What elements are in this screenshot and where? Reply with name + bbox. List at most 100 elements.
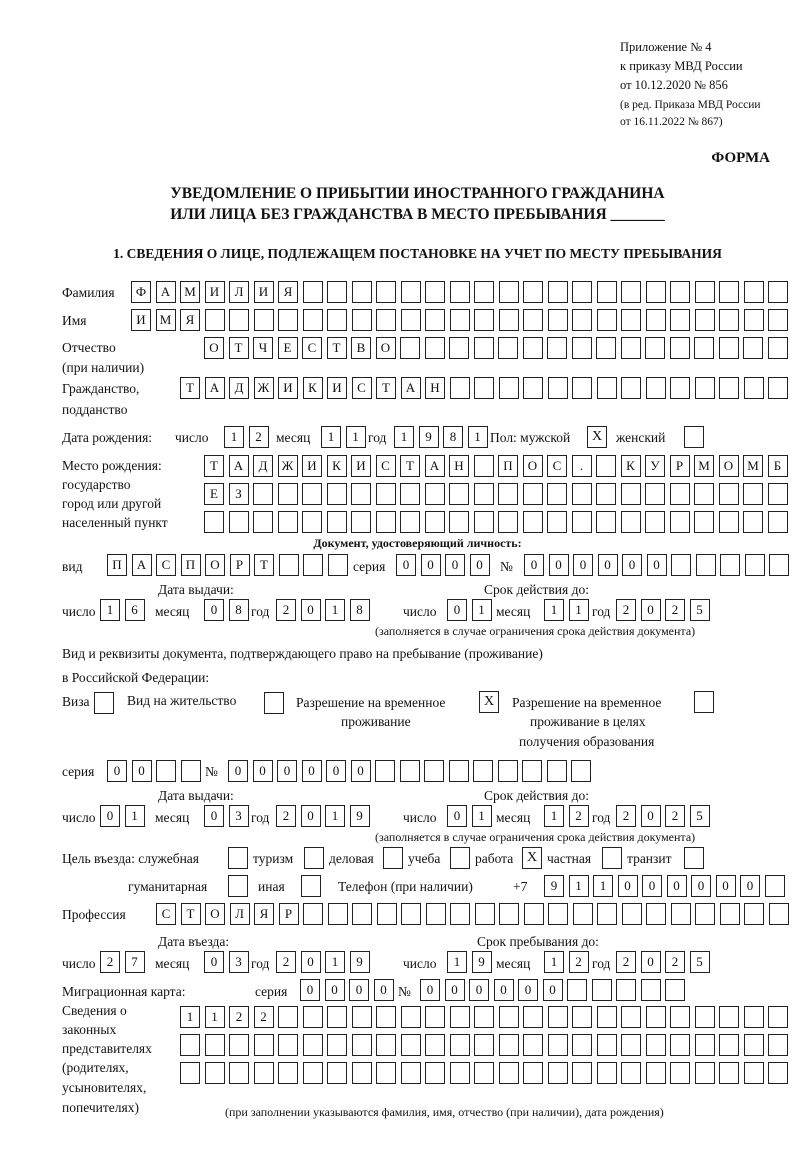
char-cell[interactable]: [351, 1062, 372, 1084]
char-cell[interactable]: 1: [471, 805, 492, 827]
purpose-humanitarian-checkbox[interactable]: [228, 875, 248, 897]
char-cell[interactable]: Н: [425, 377, 445, 399]
char-cell[interactable]: 0: [573, 554, 593, 576]
char-cell[interactable]: И: [131, 309, 151, 331]
char-cell[interactable]: [640, 979, 661, 1001]
char-cell[interactable]: [253, 511, 273, 533]
char-cell[interactable]: 9: [471, 951, 492, 973]
char-cell[interactable]: [327, 903, 348, 925]
char-cell[interactable]: [498, 1062, 519, 1084]
purpose-tourism-checkbox[interactable]: [304, 847, 324, 869]
char-cell[interactable]: [425, 1062, 445, 1084]
char-cell[interactable]: [645, 337, 665, 359]
char-cell[interactable]: 0: [350, 760, 371, 782]
char-cell[interactable]: 0: [740, 875, 760, 897]
char-cell[interactable]: [572, 1034, 592, 1056]
char-cell[interactable]: [665, 979, 685, 1001]
char-cell[interactable]: 1: [100, 599, 120, 621]
char-cell[interactable]: 2: [616, 599, 636, 621]
char-cell[interactable]: [229, 309, 249, 331]
char-cell[interactable]: [694, 483, 714, 505]
char-cell[interactable]: И: [204, 281, 225, 303]
char-cell[interactable]: [547, 1006, 568, 1028]
char-cell[interactable]: 0: [300, 805, 321, 827]
char-cell[interactable]: 1: [321, 426, 341, 448]
char-cell[interactable]: [719, 377, 739, 399]
purpose-service-checkbox[interactable]: [228, 847, 248, 869]
purpose-transit-checkbox[interactable]: [684, 847, 704, 869]
char-cell[interactable]: А: [424, 455, 445, 477]
char-cell[interactable]: А: [204, 377, 225, 399]
char-cell[interactable]: [448, 760, 469, 782]
char-cell[interactable]: [694, 309, 715, 331]
char-cell[interactable]: 0: [493, 979, 514, 1001]
char-cell[interactable]: П: [180, 554, 201, 576]
char-cell[interactable]: [768, 377, 788, 399]
char-cell[interactable]: [400, 1062, 421, 1084]
char-cell[interactable]: А: [228, 455, 249, 477]
char-cell[interactable]: [400, 511, 420, 533]
char-cell[interactable]: [425, 1034, 445, 1056]
char-cell[interactable]: 1: [325, 951, 345, 973]
char-cell[interactable]: [523, 903, 544, 925]
char-cell[interactable]: Н: [449, 455, 469, 477]
char-cell[interactable]: Т: [180, 903, 201, 925]
char-cell[interactable]: [621, 309, 641, 331]
char-cell[interactable]: [764, 875, 785, 897]
reps-field-3[interactable]: [180, 1062, 793, 1084]
char-cell[interactable]: 0: [715, 875, 736, 897]
char-cell[interactable]: П: [498, 455, 518, 477]
char-cell[interactable]: [596, 511, 616, 533]
char-cell[interactable]: [645, 1034, 666, 1056]
temp-residence-edu-checkbox[interactable]: [694, 691, 714, 713]
char-cell[interactable]: [616, 979, 636, 1001]
char-cell[interactable]: [401, 903, 421, 925]
char-cell[interactable]: [253, 309, 274, 331]
char-cell[interactable]: А: [400, 377, 421, 399]
char-cell[interactable]: [645, 377, 666, 399]
char-cell[interactable]: [596, 1006, 617, 1028]
char-cell[interactable]: [498, 1006, 519, 1028]
char-cell[interactable]: О: [522, 455, 543, 477]
char-cell[interactable]: [498, 337, 518, 359]
char-cell[interactable]: [424, 511, 445, 533]
char-cell[interactable]: 0: [228, 760, 248, 782]
char-cell[interactable]: [425, 903, 446, 925]
char-cell[interactable]: [424, 760, 444, 782]
char-cell[interactable]: 0: [617, 875, 638, 897]
char-cell[interactable]: 2: [276, 805, 296, 827]
reps-field-2[interactable]: [180, 1034, 793, 1056]
char-cell[interactable]: [719, 309, 739, 331]
char-cell[interactable]: Д: [253, 455, 273, 477]
char-cell[interactable]: 2: [248, 426, 269, 448]
char-cell[interactable]: [474, 1034, 494, 1056]
char-cell[interactable]: [572, 281, 592, 303]
char-cell[interactable]: [523, 281, 543, 303]
char-cell[interactable]: Л: [229, 903, 250, 925]
char-cell[interactable]: [449, 1006, 470, 1028]
char-cell[interactable]: [351, 1034, 372, 1056]
char-cell[interactable]: [645, 281, 666, 303]
char-cell[interactable]: 0: [445, 554, 465, 576]
char-cell[interactable]: 1: [544, 951, 564, 973]
char-cell[interactable]: [670, 903, 691, 925]
char-cell[interactable]: [351, 483, 371, 505]
char-cell[interactable]: 0: [204, 951, 224, 973]
char-cell[interactable]: 0: [324, 979, 345, 1001]
char-cell[interactable]: [424, 337, 445, 359]
char-cell[interactable]: [376, 281, 396, 303]
char-cell[interactable]: [596, 337, 616, 359]
char-cell[interactable]: [720, 554, 740, 576]
char-cell[interactable]: [204, 511, 224, 533]
char-cell[interactable]: И: [302, 455, 322, 477]
char-cell[interactable]: Ч: [253, 337, 273, 359]
char-cell[interactable]: [645, 511, 665, 533]
char-cell[interactable]: С: [156, 903, 176, 925]
